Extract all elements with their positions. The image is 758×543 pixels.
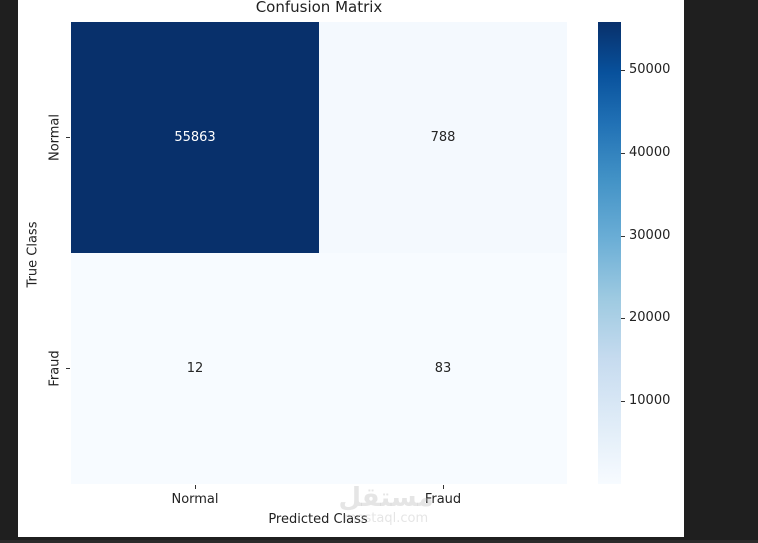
cell-fraud-fraud: 83 [319,253,567,484]
y-tick-label-fraud: Fraud [47,350,63,387]
colorbar-tick-label: 40000 [629,145,671,160]
x-tick-label-normal: Normal [171,492,219,507]
watermark-arabic: مستقل [338,483,434,513]
x-tick-normal [195,485,196,489]
bottom-border [0,540,758,543]
colorbar-tick-label: 20000 [629,310,671,325]
colorbar-tick-label: 50000 [629,62,671,77]
colorbar-tick [621,318,625,319]
watermark-latin: mostaql.com [343,511,429,526]
colorbar-tick [621,401,625,402]
colorbar [598,22,621,484]
colorbar-tick [621,153,625,154]
colorbar-tick [621,70,625,71]
y-axis-label: True Class [25,221,41,288]
chart-title: Confusion Matrix [255,0,383,16]
y-tick-normal [66,137,70,138]
x-axis-label: Predicted Class [268,512,368,527]
y-tick-fraud [66,368,70,369]
y-tick-label-normal: Normal [47,113,63,162]
colorbar-tick [621,236,625,237]
chart-figure: Confusion Matrix 55863 788 12 83 Normal … [18,0,684,537]
cell-normal-normal: 55863 [71,22,319,253]
colorbar-tick-label: 10000 [629,393,671,408]
cell-normal-fraud: 788 [319,22,567,253]
watermark: مستقل mostaql.com [331,484,441,534]
colorbar-tick-label: 30000 [629,228,671,243]
heatmap: 55863 788 12 83 [71,22,567,484]
x-tick-fraud [443,485,444,489]
x-tick-label-fraud: Fraud [424,492,462,507]
cell-fraud-normal: 12 [71,253,319,484]
